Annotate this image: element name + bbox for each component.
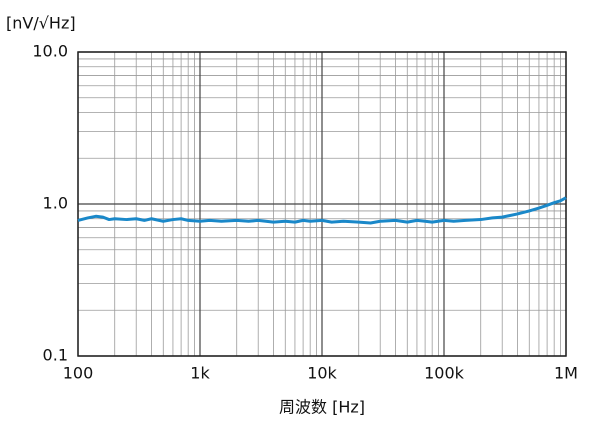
plot-frame [77,51,567,357]
x-tick-label: 100 [63,364,94,383]
x-tick-label: 1M [554,364,578,383]
y-tick-label: 0.1 [43,346,68,365]
x-tick-label: 100k [424,364,465,383]
noise-line [77,196,567,225]
y-tick-label: 10.0 [32,42,68,61]
x-tick-label: 10k [307,364,337,383]
y-axis-label: [nV/√Hz] [6,14,76,33]
y-tick-label: 1.0 [43,194,68,213]
x-axis-label: 周波数 [Hz] [279,398,365,417]
x-tick-label: 1k [190,364,210,383]
